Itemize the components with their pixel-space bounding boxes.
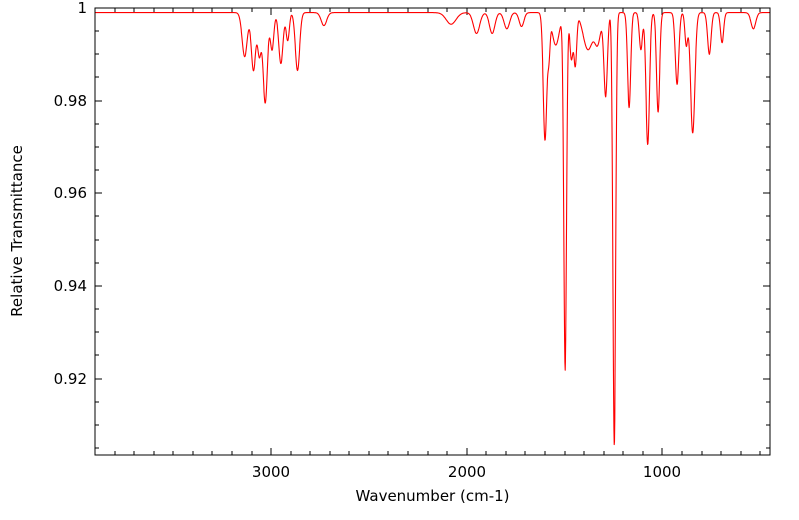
x-tick-label: 2000 <box>448 463 486 481</box>
x-tick-label: 1000 <box>643 463 681 481</box>
y-axis-title: Relative Transmittance <box>8 145 26 317</box>
y-tick-label: 0.94 <box>54 277 87 295</box>
y-tick-label: 1 <box>77 0 87 17</box>
x-tick-label: 3000 <box>252 463 290 481</box>
y-tick-label: 0.98 <box>54 92 87 110</box>
spectrum-line <box>95 12 770 446</box>
x-axis-title: Wavenumber (cm-1) <box>355 487 510 505</box>
y-tick-label: 0.96 <box>54 184 87 202</box>
plot-frame <box>94 7 771 456</box>
y-tick-label: 0.92 <box>54 370 87 388</box>
